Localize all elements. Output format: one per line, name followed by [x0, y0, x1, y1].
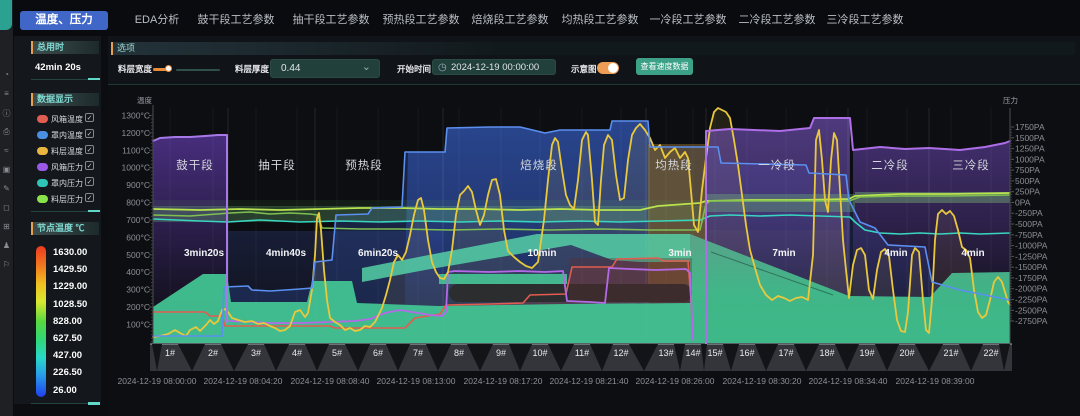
svg-text:2024-12-19 08:26:00: 2024-12-19 08:26:00 [636, 376, 715, 386]
svg-text:20#: 20# [899, 348, 914, 358]
svg-text:900°C: 900°C [126, 180, 150, 190]
svg-text:19#: 19# [859, 348, 874, 358]
svg-text:-2750PA: -2750PA [1015, 316, 1048, 326]
svg-text:焙烧段: 焙烧段 [520, 158, 558, 172]
svg-text:15#: 15# [707, 348, 722, 358]
svg-text:750PA: 750PA [1015, 165, 1040, 175]
svg-text:4min: 4min [884, 248, 907, 259]
svg-text:700°C: 700°C [126, 215, 150, 225]
svg-text:1100°C: 1100°C [122, 145, 150, 155]
svg-text:温度: 温度 [137, 95, 152, 105]
svg-text:压力: 压力 [1003, 95, 1018, 105]
svg-text:17#: 17# [778, 348, 793, 358]
svg-text:16#: 16# [739, 348, 754, 358]
svg-text:预热段: 预热段 [345, 158, 383, 172]
svg-text:1000PA: 1000PA [1015, 154, 1045, 164]
svg-text:2024-12-19 08:08:40: 2024-12-19 08:08:40 [291, 376, 370, 386]
svg-text:鼓干段: 鼓干段 [176, 158, 214, 172]
svg-text:1000°C: 1000°C [122, 163, 150, 173]
svg-text:21#: 21# [943, 348, 958, 358]
svg-text:14#: 14# [685, 348, 700, 358]
svg-text:500PA: 500PA [1015, 176, 1040, 186]
svg-text:200°C: 200°C [126, 302, 150, 312]
svg-text:11#: 11# [575, 348, 589, 358]
svg-text:2024-12-19 08:21:40: 2024-12-19 08:21:40 [550, 376, 629, 386]
svg-text:4min40s: 4min40s [266, 248, 306, 259]
svg-text:300°C: 300°C [126, 285, 150, 295]
svg-text:-750PA: -750PA [1015, 230, 1043, 240]
svg-text:10#: 10# [532, 348, 547, 358]
svg-text:22#: 22# [983, 348, 998, 358]
svg-text:一冷段: 一冷段 [758, 158, 796, 172]
svg-text:12#: 12# [613, 348, 628, 358]
svg-text:1250PA: 1250PA [1015, 144, 1045, 154]
svg-text:2024-12-19 08:00:00: 2024-12-19 08:00:00 [118, 376, 197, 386]
svg-text:1#: 1# [165, 348, 175, 358]
svg-text:7min: 7min [772, 248, 795, 259]
svg-text:抽干段: 抽干段 [258, 158, 296, 172]
svg-text:-1250PA: -1250PA [1015, 251, 1048, 261]
svg-text:5#: 5# [332, 348, 342, 358]
svg-text:3#: 3# [251, 348, 261, 358]
svg-text:13#: 13# [658, 348, 673, 358]
svg-text:-1750PA: -1750PA [1015, 273, 1048, 283]
svg-text:-250PA: -250PA [1015, 208, 1043, 218]
svg-text:2024-12-19 08:39:00: 2024-12-19 08:39:00 [896, 376, 975, 386]
svg-text:600°C: 600°C [126, 232, 150, 242]
svg-text:6min20s: 6min20s [358, 248, 398, 259]
svg-text:-1000PA: -1000PA [1015, 241, 1048, 251]
svg-text:6#: 6# [373, 348, 383, 358]
svg-text:1500PA: 1500PA [1015, 133, 1045, 143]
svg-text:800°C: 800°C [126, 198, 150, 208]
svg-text:-500PA: -500PA [1015, 219, 1043, 229]
svg-text:18#: 18# [819, 348, 834, 358]
svg-text:2#: 2# [208, 348, 218, 358]
svg-text:1300°C: 1300°C [122, 110, 150, 120]
svg-text:10min: 10min [528, 248, 557, 259]
svg-text:100°C: 100°C [126, 320, 150, 330]
svg-text:3min20s: 3min20s [184, 248, 224, 259]
svg-text:二冷段: 二冷段 [871, 158, 909, 172]
svg-text:400°C: 400°C [126, 267, 150, 277]
svg-text:8#: 8# [454, 348, 464, 358]
svg-text:2024-12-19 08:30:20: 2024-12-19 08:30:20 [723, 376, 802, 386]
svg-text:4#: 4# [292, 348, 302, 358]
svg-text:2024-12-19 08:13:00: 2024-12-19 08:13:00 [377, 376, 456, 386]
svg-text:-2000PA: -2000PA [1015, 284, 1048, 294]
svg-text:500°C: 500°C [126, 250, 150, 260]
svg-text:-2250PA: -2250PA [1015, 295, 1048, 305]
svg-text:三冷段: 三冷段 [952, 158, 990, 172]
svg-text:1750PA: 1750PA [1015, 122, 1045, 132]
svg-text:4min: 4min [961, 248, 984, 259]
svg-text:均热段: 均热段 [655, 158, 693, 172]
svg-text:2024-12-19 08:34:40: 2024-12-19 08:34:40 [809, 376, 888, 386]
svg-text:9#: 9# [496, 348, 506, 358]
svg-text:0PA: 0PA [1015, 198, 1031, 208]
svg-text:1200°C: 1200°C [122, 128, 150, 138]
svg-text:-2500PA: -2500PA [1015, 305, 1048, 315]
svg-text:2024-12-19 08:04:20: 2024-12-19 08:04:20 [204, 376, 283, 386]
svg-text:-1500PA: -1500PA [1015, 262, 1048, 272]
svg-text:7#: 7# [413, 348, 423, 358]
svg-text:2024-12-19 08:17:20: 2024-12-19 08:17:20 [464, 376, 543, 386]
svg-text:250PA: 250PA [1015, 187, 1040, 197]
svg-text:3min: 3min [668, 248, 691, 259]
